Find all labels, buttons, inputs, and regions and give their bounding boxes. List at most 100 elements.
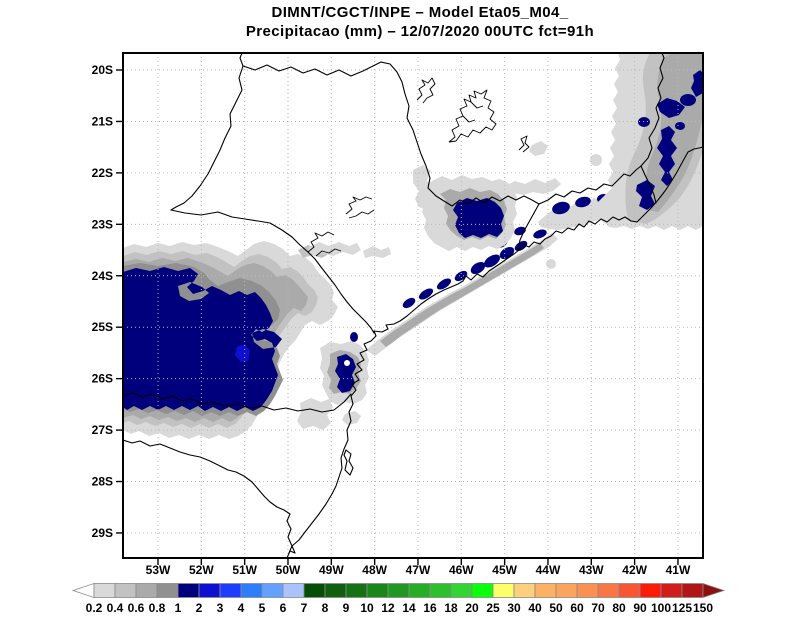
precip-hole [344,360,350,366]
colorbar-tick-label: 12 [381,601,395,615]
precip-patch [529,141,548,156]
colorbar-over-arrow [702,582,726,599]
lat-label: 23S [92,217,113,231]
lon-label: 53W [146,563,171,577]
lat-label: 27S [92,423,113,437]
colorbar-tick-label: 6 [280,601,287,615]
island-santa-catarina [343,449,354,476]
colorbar-tick-label: 2 [196,601,203,615]
colorbar-tick-label: 0.6 [128,601,145,615]
colorbar-segment [681,583,704,598]
colorbar-segment [534,583,557,598]
colorbar-segment [450,583,473,598]
colorbar-tick-label: 25 [486,601,500,615]
state-border-sc-rs [123,439,293,554]
colorbar-tick-label: 100 [651,601,671,615]
colorbar-segment [492,583,515,598]
colorbar-tick-label: 8 [322,601,329,615]
colorbar-segment [345,583,368,598]
precip-cell [350,332,358,342]
precip-area-sw-core [235,344,250,362]
colorbar-segment [114,583,137,598]
colorbar-segment [282,583,305,598]
colorbar-segment [240,583,263,598]
colorbar-segment [597,583,620,598]
colorbar-segment [324,583,347,598]
map-title-line1: DIMNT/CGCT/INPE – Model Eta05_M04_ [272,4,569,21]
precip-patch [590,154,602,166]
colorbar-tick-label: 60 [570,601,584,615]
colorbar-tick-label: 16 [423,601,437,615]
colorbar-tick-label: 3 [217,601,224,615]
colorbar-tick-label: 9 [343,601,350,615]
precip-patch [342,411,361,425]
colorbar-tick-label: 18 [444,601,458,615]
colorbar-segment [618,583,641,598]
axis-ticks [116,69,679,565]
colorbar-tick-label: 30 [507,601,521,615]
precip-area-minas-heavy [453,198,504,238]
precip-patch [505,178,561,195]
colorbar-segment [261,583,284,598]
lon-label: 52W [189,563,214,577]
lon-label: 50W [276,563,301,577]
colorbar-segment [198,583,221,598]
colorbar-segment [366,583,389,598]
lon-label: 44W [536,563,561,577]
lon-label: 48W [362,563,387,577]
colorbar-tick-label: 90 [633,601,647,615]
state-border-rj-sp [517,203,540,251]
colorbar-tick-label: 4 [238,601,245,615]
lon-label: 41W [666,563,691,577]
lon-label: 45W [492,563,517,577]
lon-label: 51W [232,563,257,577]
lat-label: 21S [92,114,113,128]
precip-cells-coast [402,226,547,309]
colorbar-segment [639,583,662,598]
lat-label: 28S [92,475,113,489]
colorbar-segment [408,583,431,598]
lon-label: 49W [319,563,344,577]
map-title-line2: Precipitacao (mm) – 12/07/2020 00UTC fct… [246,23,594,40]
parana-reservoirs [307,231,342,257]
furnas-reservoir [448,89,497,143]
colorbar-tick-label: 0.2 [86,601,103,615]
lat-label: 25S [92,320,113,334]
coastline [286,146,703,558]
precip-patch [546,259,556,269]
state-border-rj-mg [538,165,642,205]
colorbar-tick-label: 10 [360,601,374,615]
colorbar-tick-label: 20 [465,601,479,615]
precipitation-colorbar [71,582,726,599]
precip-patch [363,246,391,258]
colorbar-tick-label: 7 [301,601,308,615]
colorbar-tick-label: 80 [612,601,626,615]
colorbar-segment [555,583,578,598]
colorbar-tick-label: 125 [672,601,692,615]
lon-label: 43W [579,563,604,577]
colorbar-segment [156,583,179,598]
colorbar-segment [576,583,599,598]
state-border-pr-sc [123,392,352,413]
precip-area-sw-heavy [123,267,282,411]
colorbar-tick-label: 70 [591,601,605,615]
state-border-es-rj [640,165,657,204]
colorbar-segment [93,583,116,598]
colorbar-segment [387,583,410,598]
lon-label: 42W [622,563,647,577]
colorbar-tick-label: 150 [693,601,713,615]
lat-label: 22S [92,166,113,180]
state-border-mg-es [640,53,665,167]
colorbar-segment [660,583,683,598]
colorbar-under-arrow [71,582,95,599]
lat-label: 24S [92,269,113,283]
lat-label: 20S [92,63,113,77]
state-border-sp-mg [242,61,540,207]
colorbar-tick-label: 0.4 [107,601,124,615]
colorbar-tick-label: 1 [175,601,182,615]
colorbar-tick-label: 40 [528,601,542,615]
tiete-reservoirs [345,196,375,219]
longitude-axis-labels: 53W 52W 51W 50W 49W 48W 47W 46W 45W 44W 43W 42W 41W [146,563,691,577]
lat-label: 26S [92,372,113,386]
